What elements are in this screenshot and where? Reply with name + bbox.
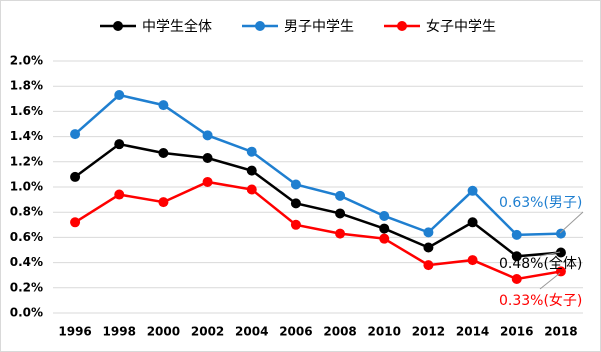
y-tick-label: 0.2% <box>10 280 43 294</box>
annotation: 0.33%(女子) <box>499 292 582 309</box>
point <box>290 219 301 230</box>
point <box>379 210 390 221</box>
legend-marker <box>113 21 123 31</box>
point <box>335 208 346 219</box>
y-tick-label: 1.4% <box>10 129 43 143</box>
point <box>70 129 81 140</box>
x-tick-label: 2004 <box>235 325 268 339</box>
series-line <box>74 180 562 281</box>
legend-label: 女子中学生 <box>426 18 496 35</box>
leader-line <box>539 251 561 257</box>
x-tick-label: 2012 <box>412 325 445 339</box>
point <box>246 184 257 195</box>
point <box>423 227 434 238</box>
point <box>467 185 478 196</box>
x-tick-label: 1998 <box>103 325 136 339</box>
point <box>114 189 125 200</box>
point <box>335 228 346 239</box>
x-tick-label: 2008 <box>323 325 356 339</box>
legend-marker <box>255 21 265 31</box>
point <box>379 233 390 244</box>
point <box>423 242 434 253</box>
point <box>114 139 125 150</box>
x-tick-label: 2010 <box>368 325 401 339</box>
x-tick-label: 2014 <box>456 325 489 339</box>
point <box>290 179 301 190</box>
legend-label: 中学生全体 <box>142 18 212 35</box>
point <box>70 217 81 228</box>
y-tick-label: 2.0% <box>10 54 43 68</box>
x-tick-label: 2000 <box>147 325 180 339</box>
y-tick-label: 1.2% <box>10 154 43 168</box>
y-tick-label: 1.0% <box>10 180 43 194</box>
x-tick-label: 2018 <box>544 325 577 339</box>
point <box>158 197 169 208</box>
point <box>202 176 213 187</box>
y-tick-label: 1.6% <box>10 104 43 118</box>
x-tick-label: 2006 <box>279 325 312 339</box>
point <box>511 229 522 240</box>
point <box>467 255 478 266</box>
point <box>511 273 522 284</box>
point <box>555 247 566 258</box>
series-line <box>74 142 562 258</box>
point <box>290 198 301 209</box>
point <box>335 190 346 201</box>
point <box>379 223 390 234</box>
point <box>70 171 81 182</box>
annotation: 0.48%(全体) <box>499 255 582 272</box>
point <box>555 228 566 239</box>
leader-line <box>539 272 561 290</box>
y-tick-label: 0.6% <box>10 230 43 244</box>
point <box>423 260 434 271</box>
legend-marker <box>397 21 407 31</box>
point <box>246 165 257 176</box>
point <box>202 153 213 164</box>
x-tick-label: 2016 <box>500 325 533 339</box>
point <box>158 100 169 111</box>
y-tick-label: 0.0% <box>10 306 43 320</box>
point <box>246 146 257 157</box>
y-tick-label: 1.8% <box>10 79 43 93</box>
x-tick-label: 1996 <box>58 325 91 339</box>
point <box>158 147 169 158</box>
point <box>467 217 478 228</box>
legend-label: 男子中学生 <box>284 19 354 35</box>
point <box>511 251 522 262</box>
x-tick-label: 2002 <box>191 325 224 339</box>
y-tick-label: 0.4% <box>10 255 43 269</box>
series-line <box>74 93 561 237</box>
annotation: 0.63%(男子) <box>499 195 582 211</box>
leader-line <box>559 211 584 234</box>
point <box>114 90 125 101</box>
y-tick-label: 0.8% <box>10 205 43 219</box>
point <box>202 130 213 141</box>
